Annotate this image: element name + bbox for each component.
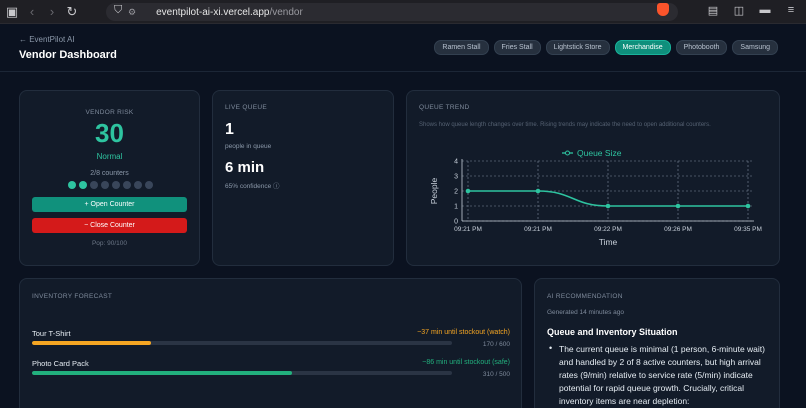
ai-recommendation-card: AI RECOMMENDATION Generated 14 minutes a… xyxy=(534,278,780,408)
stock-count: 170 / 600 xyxy=(482,341,510,348)
data-point xyxy=(605,203,611,209)
menu-icon[interactable]: ≡ xyxy=(787,4,795,16)
stock-bar-fill xyxy=(32,371,293,375)
vendor-tabs: Ramen Stall Fries Stall Lightstick Store Me… xyxy=(434,40,778,55)
counter-count: 2/8 counters xyxy=(90,170,129,177)
generated-time: Generated 14 minutes ago xyxy=(547,309,624,316)
counter-dot xyxy=(145,181,153,189)
live-queue-label: LIVE QUEUE xyxy=(225,104,268,111)
inventory-item: Tour T-Shirt ~37 min until stockout (watc… xyxy=(32,329,510,349)
stockout-eta: ~86 min until stockout (safe) xyxy=(422,359,510,366)
open-counter-button[interactable]: + Open Counter xyxy=(32,197,187,212)
site-info-icon[interactable]: ⚙ xyxy=(128,6,137,17)
vendor-tab[interactable]: Ramen Stall xyxy=(434,40,489,55)
back-arrow-icon[interactable]: ‹ xyxy=(29,4,35,19)
x-tick-label: 09:21 PM xyxy=(454,226,482,233)
queue-trend-chart: 0 1 2 3 4 09:21 PM 09:21 PM 09:22 PM 09:26 PM 09:… xyxy=(429,148,762,247)
x-tick-label: 09:35 PM xyxy=(734,226,762,233)
inventory-item: Photo Card Pack ~86 min until stockout (s… xyxy=(32,359,510,379)
back-link[interactable]: ← EventPilot AI xyxy=(19,35,75,44)
data-point xyxy=(745,203,751,209)
stock-bar xyxy=(32,371,452,375)
vendor-tab[interactable]: Samsung xyxy=(732,40,778,55)
ai-recommendation-label: AI RECOMMENDATION xyxy=(547,293,623,300)
counter-dot xyxy=(68,181,76,189)
stock-bar xyxy=(32,341,452,345)
data-point xyxy=(535,188,541,194)
inventory-forecast-card: INVENTORY FORECAST Tour T-Shirt ~37 min u… xyxy=(19,278,522,408)
forward-arrow-icon[interactable]: › xyxy=(49,4,55,19)
data-point xyxy=(465,188,471,194)
confidence-label: 65% confidence ⓘ xyxy=(225,183,280,190)
vendor-tab[interactable]: Photobooth xyxy=(675,40,728,55)
x-tick-label: 09:22 PM xyxy=(594,226,622,233)
x-axis-label: Time xyxy=(599,237,618,247)
risk-score: 30 xyxy=(95,118,124,148)
media-icon[interactable]: ▤ xyxy=(707,5,719,17)
brave-shield-icon[interactable] xyxy=(657,3,669,16)
counter-dot xyxy=(112,181,120,189)
browser-toolbar: ▣ ‹ › ↻ ⚙ eventpilot-ai-xi.vercel.app/ve… xyxy=(0,0,806,24)
recommendation-body: The current queue is minimal (1 person, … xyxy=(559,344,765,406)
vendor-tab[interactable]: Lightstick Store xyxy=(545,40,610,55)
recommendation-title: Queue and Inventory Situation xyxy=(547,327,678,337)
stock-bar-fill xyxy=(32,341,151,345)
y-tick-label: 3 xyxy=(454,174,458,181)
counter-dot xyxy=(101,181,109,189)
vendor-tab[interactable]: Merchandise xyxy=(614,40,671,55)
reload-icon[interactable]: ↻ xyxy=(66,3,78,19)
y-axis-label: People xyxy=(429,177,439,204)
legend-label: Queue Size xyxy=(577,148,622,158)
counter-dot xyxy=(134,181,142,189)
address-bar[interactable]: ⚙ eventpilot-ai-xi.vercel.app/vendor xyxy=(106,3,678,21)
vendor-tab[interactable]: Fries Stall xyxy=(493,40,541,55)
sidebar-toggle-icon[interactable]: ▣ xyxy=(5,3,19,19)
x-tick-label: 09:21 PM xyxy=(524,226,552,233)
wait-time: 6 min xyxy=(225,159,265,176)
page-header: ← EventPilot AI Vendor Dashboard Ramen S… xyxy=(0,24,806,72)
y-tick-label: 4 xyxy=(454,159,458,166)
counter-indicators xyxy=(68,181,153,189)
legend-marker xyxy=(565,150,570,156)
inventory-item-name: Photo Card Pack xyxy=(32,359,89,368)
queue-trend-label: QUEUE TREND xyxy=(419,104,470,111)
risk-status: Normal xyxy=(96,152,123,161)
stockout-eta: ~37 min until stockout (watch) xyxy=(417,329,510,336)
vendor-risk-label: VENDOR RISK xyxy=(85,109,134,116)
y-tick-label: 0 xyxy=(454,219,458,226)
inventory-forecast-label: INVENTORY FORECAST xyxy=(32,293,113,300)
pop-readout: Pop: 90/100 xyxy=(91,240,128,247)
vendor-risk-card: VENDOR RISK 30 Normal 2/8 counters + Ope… xyxy=(19,90,200,266)
bookmark-icon[interactable]: ⛉ xyxy=(114,4,123,16)
wallet-icon[interactable]: ▬ xyxy=(759,4,771,16)
y-tick-label: 1 xyxy=(454,204,458,211)
queue-trend-card: QUEUE TREND Shows how queue length chang… xyxy=(406,90,780,266)
counter-dot xyxy=(123,181,131,189)
live-queue-card: LIVE QUEUE 1 people in queue 6 min 65% c… xyxy=(212,90,394,266)
y-tick-label: 2 xyxy=(454,189,458,196)
counter-dot xyxy=(90,181,98,189)
data-point xyxy=(675,203,681,209)
queue-count-label: people in queue xyxy=(225,143,272,150)
counter-dot xyxy=(79,181,87,189)
page-title: Vendor Dashboard xyxy=(19,49,117,61)
sidebar-panel-icon[interactable]: ◫ xyxy=(733,5,745,17)
bullet-icon: • xyxy=(549,343,553,353)
queue-count: 1 xyxy=(225,121,234,138)
stock-count: 310 / 500 xyxy=(482,371,510,378)
vendor-dashboard: ← EventPilot AI Vendor Dashboard Ramen S… xyxy=(0,24,806,408)
queue-trend-description: Shows how queue length changes over time… xyxy=(419,122,711,128)
x-tick-label: 09:26 PM xyxy=(664,226,692,233)
url-text[interactable]: eventpilot-ai-xi.vercel.app/vendor xyxy=(156,6,303,18)
inventory-item-name: Tour T-Shirt xyxy=(32,329,71,338)
close-counter-button[interactable]: − Close Counter xyxy=(32,218,187,233)
